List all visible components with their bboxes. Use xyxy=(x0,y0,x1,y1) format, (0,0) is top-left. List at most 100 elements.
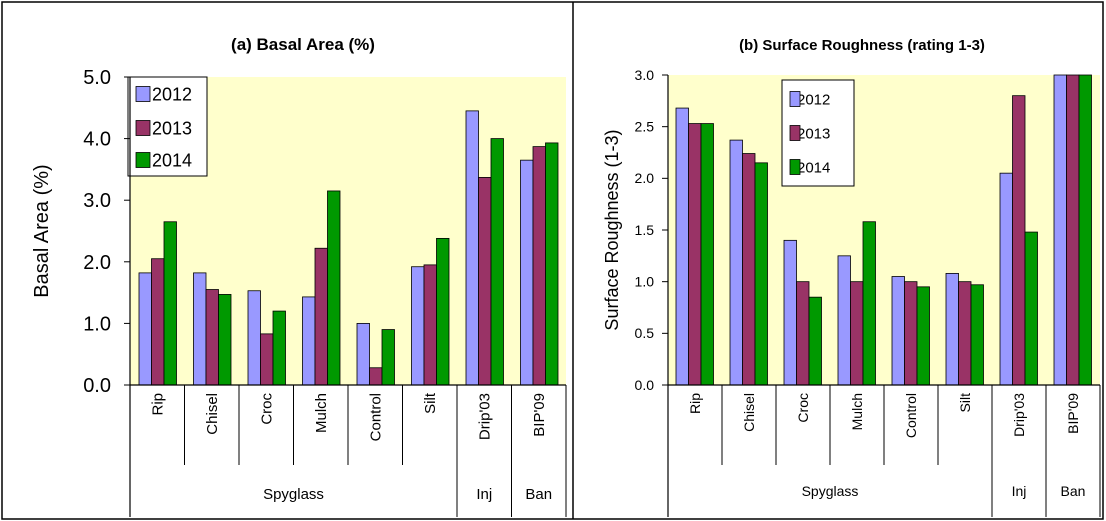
bar xyxy=(850,281,864,386)
bar xyxy=(356,322,370,386)
bar xyxy=(1012,95,1026,386)
legend-label: 2013 xyxy=(797,125,830,142)
x-category-label: Croc xyxy=(259,393,276,425)
y-tick-label: 3.0 xyxy=(635,67,655,83)
bar xyxy=(1024,231,1038,386)
bar xyxy=(532,146,546,386)
y-tick-label: 0.5 xyxy=(635,325,655,341)
bar xyxy=(381,329,395,386)
x-category-label: Mulch xyxy=(849,393,865,430)
x-category-label: Drip'03 xyxy=(1011,393,1027,437)
bar xyxy=(970,284,984,386)
bar xyxy=(837,255,851,386)
bars xyxy=(675,74,1092,386)
legend-swatch xyxy=(135,86,151,102)
bar xyxy=(1066,74,1080,386)
legend: 2012 2013 2014 xyxy=(781,79,855,187)
x-group-label: Inj xyxy=(476,486,492,503)
bar xyxy=(729,139,743,386)
chart-title: (a) Basal Area (%) xyxy=(231,35,375,54)
x-category-label: Control xyxy=(903,393,919,438)
y-tick-label: 2.5 xyxy=(635,119,655,135)
chart-panel-a: (a) Basal Area (%) Basal Area (%) 0.0 1.… xyxy=(31,35,567,517)
bar xyxy=(218,294,232,386)
x-category-label: Croc xyxy=(795,393,811,423)
category-labels: Rip Chisel Croc Mulch Control Silt Drip'… xyxy=(687,393,1081,438)
bar xyxy=(904,281,918,386)
bar xyxy=(138,272,152,386)
x-group-label: Ban xyxy=(1061,483,1086,499)
bar xyxy=(205,289,219,386)
y-tick-label: 5.0 xyxy=(83,67,111,89)
bar xyxy=(688,123,702,386)
bar xyxy=(545,142,559,386)
legend-swatch xyxy=(789,125,801,141)
legend-label: 2013 xyxy=(152,118,192,138)
bar xyxy=(423,264,437,386)
bar xyxy=(247,290,261,386)
bar xyxy=(411,266,425,386)
group-labels: Spyglass Inj Ban xyxy=(802,483,1086,499)
x-group-label: Spyglass xyxy=(263,486,324,503)
x-category-label: Chisel xyxy=(741,393,757,432)
y-tick-label: 1.5 xyxy=(635,222,655,238)
bar xyxy=(783,239,797,386)
bar xyxy=(327,190,341,386)
bar xyxy=(754,162,768,386)
bar xyxy=(490,138,504,386)
bar xyxy=(808,296,822,386)
bar xyxy=(193,272,207,386)
x-group-label: Inj xyxy=(1012,483,1027,499)
x-group-label: Ban xyxy=(525,486,552,503)
legend-label: 2014 xyxy=(797,159,830,176)
group-labels: Spyglass Inj Ban xyxy=(263,486,552,503)
legend-swatch xyxy=(789,159,801,175)
x-group-label: Spyglass xyxy=(802,483,859,499)
bar xyxy=(742,153,756,386)
x-category-label: Chisel xyxy=(204,393,221,435)
bar xyxy=(675,107,689,386)
bar xyxy=(314,247,328,386)
y-tick-label: 0.0 xyxy=(635,377,655,393)
legend-swatch xyxy=(135,120,151,136)
bar xyxy=(151,258,165,386)
bar xyxy=(999,172,1013,386)
x-category-label: Control xyxy=(368,393,385,441)
y-tick-labels: 0.0 0.5 1.0 1.5 2.0 2.5 3.0 xyxy=(635,67,655,393)
legend: 2012 2013 2014 xyxy=(127,76,208,177)
bar xyxy=(369,367,383,386)
bar xyxy=(916,286,930,386)
y-tick-labels: 0.0 1.0 2.0 3.0 4.0 5.0 xyxy=(83,67,111,397)
y-axis-label: Basal Area (%) xyxy=(31,164,53,297)
bar xyxy=(465,110,479,386)
bar xyxy=(1053,74,1067,386)
bar xyxy=(520,159,534,386)
bar xyxy=(260,333,274,386)
bar xyxy=(163,221,177,386)
legend-label: 2012 xyxy=(797,91,830,108)
y-tick-label: 2.0 xyxy=(83,252,111,274)
y-tick-label: 0.0 xyxy=(83,375,111,397)
y-tick-label: 1.0 xyxy=(83,313,111,335)
x-category-label: BIP'09 xyxy=(1065,393,1081,434)
legend-swatch xyxy=(135,152,151,168)
bar xyxy=(945,272,959,386)
bar xyxy=(436,237,450,386)
legend-label: 2012 xyxy=(152,84,192,104)
legend-label: 2014 xyxy=(152,150,192,170)
y-tick-label: 3.0 xyxy=(83,190,111,212)
y-axis-label: Surface Roughness (1-3) xyxy=(602,129,622,330)
legend-swatch xyxy=(789,91,801,107)
chart-panel-b: (b) Surface Roughness (rating 1-3) Surfa… xyxy=(602,37,1101,517)
x-category-label: Rip xyxy=(687,393,703,414)
bar xyxy=(862,221,876,386)
chart-title: (b) Surface Roughness (rating 1-3) xyxy=(739,37,985,54)
bar xyxy=(796,281,810,386)
y-tick-label: 4.0 xyxy=(83,129,111,151)
x-category-label: Silt xyxy=(957,393,973,413)
category-labels: Rip Chisel Croc Mulch Control Silt Drip'… xyxy=(150,392,549,441)
bar xyxy=(958,281,972,386)
x-category-label: Silt xyxy=(422,392,439,414)
